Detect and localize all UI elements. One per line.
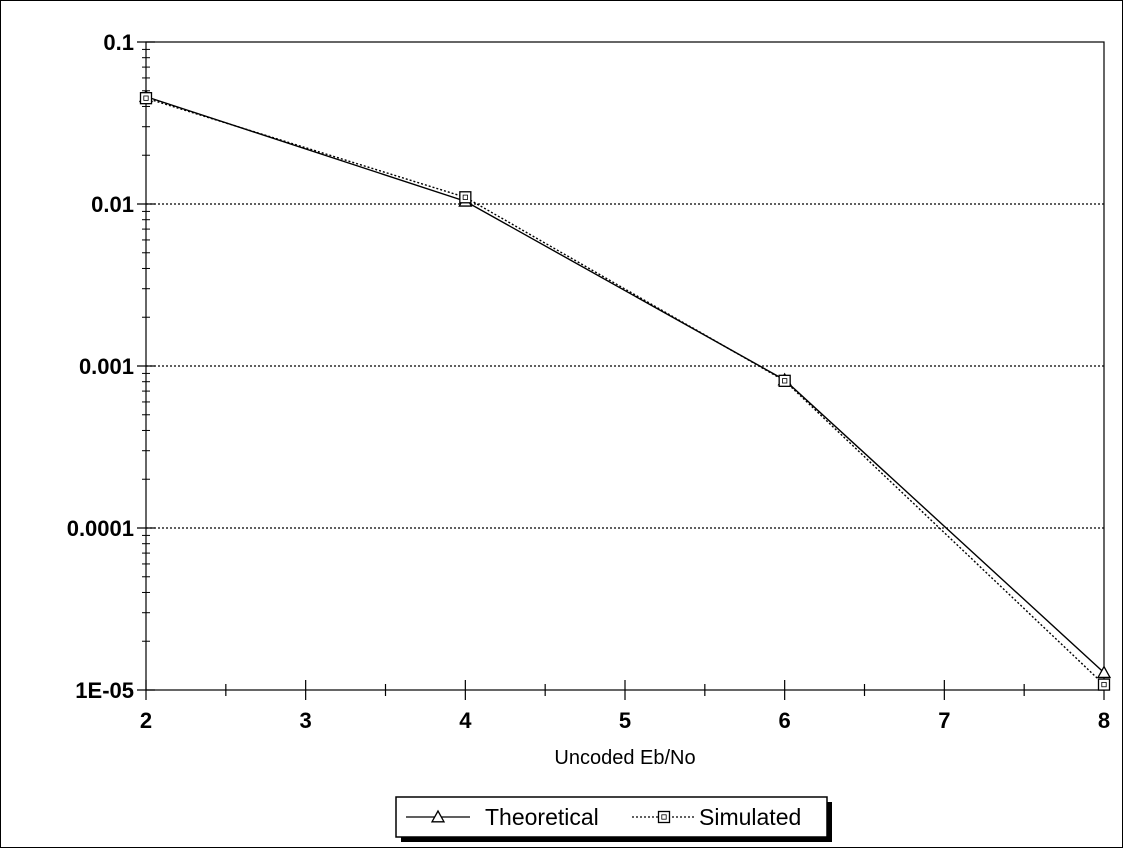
data-point-simulated — [139, 92, 153, 105]
marker-outer — [459, 191, 472, 204]
series-line-simulated — [145, 97, 1105, 686]
y-tick-label: 0.01 — [91, 192, 134, 217]
x-tick-label: 7 — [938, 708, 950, 733]
x-tick-label: 5 — [619, 708, 631, 733]
marker-inner — [1101, 681, 1107, 688]
legend-item-simulated: Simulated — [632, 804, 801, 830]
legend-marker-icon — [430, 809, 446, 823]
legend-label: Theoretical — [485, 804, 599, 830]
y-tick-label: 1E-05 — [75, 678, 134, 703]
legend: Theoretical Simulated — [395, 796, 832, 842]
x-tick-label: 4 — [459, 708, 472, 733]
marker-outer — [778, 374, 791, 387]
marker-inner — [462, 194, 468, 200]
legend-marker-icon — [657, 810, 671, 824]
y-tick-label: 0.1 — [103, 30, 134, 55]
data-point-simulated — [1097, 678, 1111, 691]
x-tick-label: 6 — [779, 708, 791, 733]
x-tick-label: 8 — [1098, 708, 1110, 733]
legend-item-theoretical: Theoretical — [406, 804, 599, 830]
marker-outer — [139, 92, 153, 105]
marker-inner — [661, 814, 667, 820]
x-tick-label: 3 — [300, 708, 312, 733]
y-tick-label: 0.0001 — [67, 516, 134, 541]
legend-label: Simulated — [699, 804, 801, 830]
tick-labels: 0.1 0.01 0.001 0.0001 1E-052 3 4 5 6 7 8 — [67, 30, 1110, 733]
plot-area — [145, 41, 1105, 691]
x-axis-title: Uncoded Eb/No — [554, 747, 695, 769]
data-point-theoretical — [1096, 665, 1112, 679]
series-layer — [138, 89, 1112, 691]
series-theoretical — [138, 89, 1112, 679]
x-tick-label: 2 — [140, 708, 152, 733]
series-simulated — [139, 92, 1111, 691]
data-point-simulated — [459, 191, 472, 204]
data-point-simulated — [778, 374, 791, 387]
marker-inner — [782, 378, 788, 384]
marker-outer — [657, 810, 671, 824]
y-tick-label: 0.001 — [79, 354, 134, 379]
marker-inner — [143, 95, 149, 101]
grid-lines — [146, 203, 1104, 529]
series-line-theoretical — [145, 95, 1105, 674]
marker-outer — [1097, 678, 1111, 691]
